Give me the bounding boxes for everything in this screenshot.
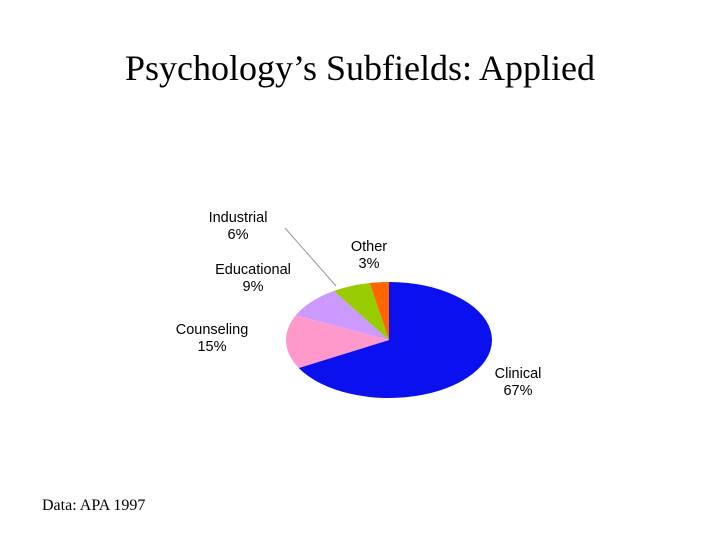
slice-value-label: 9%: [243, 279, 264, 295]
slice-label: Educational: [215, 262, 291, 278]
slice-label: Other: [351, 239, 387, 255]
slice-value-label: 67%: [503, 383, 532, 399]
slice-value-label: 6%: [228, 227, 249, 243]
slice-label: Industrial: [209, 210, 268, 226]
pie-slice: [333, 283, 389, 340]
pie-slice: [286, 315, 389, 368]
slice-label: Counseling: [176, 322, 249, 338]
chart-title: Psychology’s Subfields: Applied: [125, 48, 595, 88]
slice-value-label: 15%: [197, 339, 226, 355]
leader-line: [284, 227, 337, 287]
slice-value-label: 3%: [359, 256, 380, 272]
pie-slice: [295, 291, 389, 340]
source-note: Data: APA 1997: [42, 497, 145, 514]
pie-slice: [298, 282, 493, 398]
pie-slice: [369, 282, 389, 340]
slice-label: Clinical: [495, 366, 542, 382]
